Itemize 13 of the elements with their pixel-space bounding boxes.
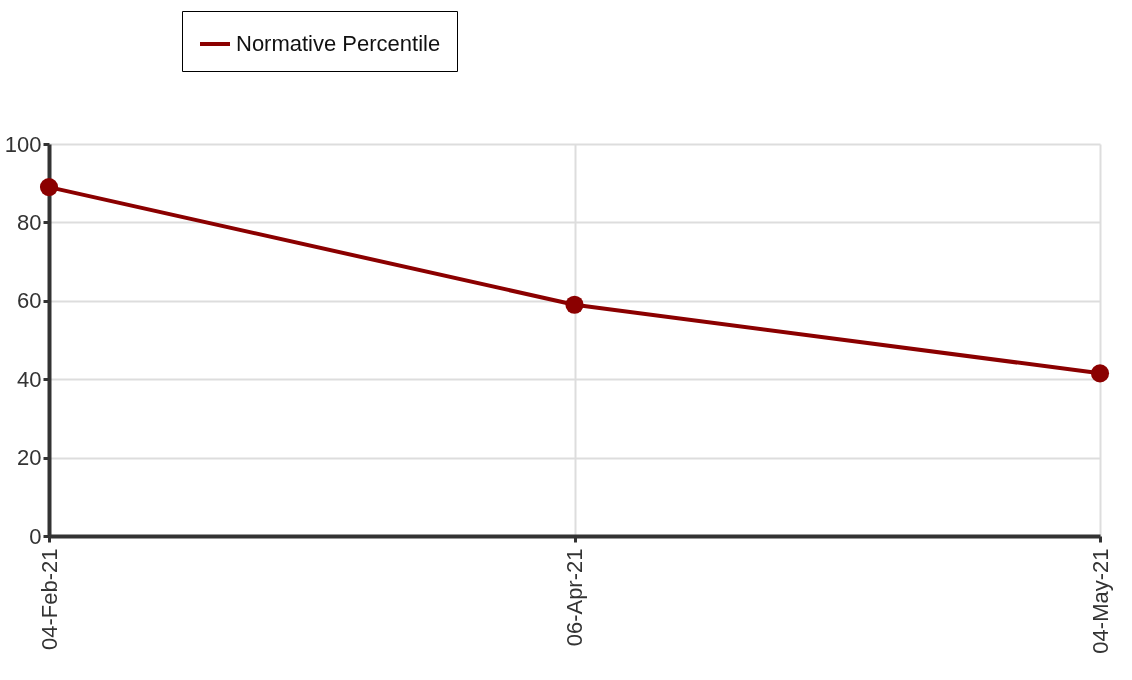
y-tick-label: 40 [17,366,42,392]
x-tick-label: 04-Feb-21 [36,548,62,651]
y-tick-label: 0 [29,523,42,549]
legend-label: Normative Percentile [236,31,441,56]
y-tick-label: 60 [17,288,42,314]
point [565,295,584,314]
x-tick-label: 04-May-21 [1087,548,1113,654]
y-tick-label: 20 [17,445,42,471]
x-tick-label: 06-Apr-21 [562,548,587,647]
point [39,178,59,197]
y-tick-label: 100 [4,131,42,157]
point [1090,364,1110,383]
y-tick-label: 80 [17,209,42,235]
